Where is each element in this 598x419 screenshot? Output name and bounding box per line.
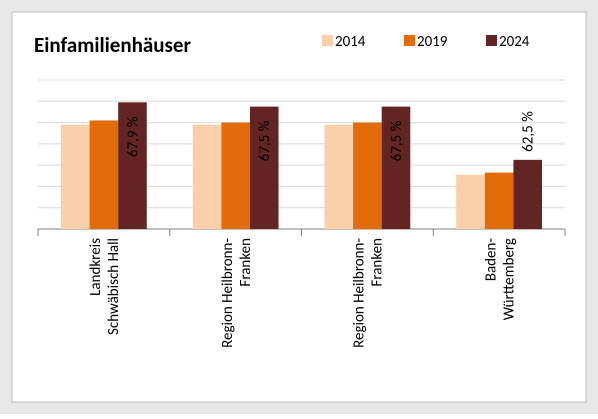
data-label: 67,5 % <box>388 120 406 161</box>
bar <box>118 102 147 229</box>
bar <box>456 174 485 229</box>
bar <box>381 106 411 229</box>
bar <box>89 120 119 229</box>
bar <box>513 159 543 229</box>
legend-swatch <box>322 35 333 46</box>
legend-label: 2019 <box>417 33 448 51</box>
chart-title: Einfamilienhäuser <box>34 32 191 58</box>
legend-label: 2014 <box>335 33 366 51</box>
x-tick-label: Region Heilbronn-Franken <box>219 238 255 348</box>
legend-label: 2024 <box>499 33 530 51</box>
bar <box>249 106 279 229</box>
legend-swatch <box>404 35 415 46</box>
bar <box>484 172 514 229</box>
x-tick-label: LandkreisSchwäbisch Hall <box>87 238 123 335</box>
data-label: 67,5 % <box>256 120 274 161</box>
bar <box>192 124 222 229</box>
x-tick-label: Baden-Württemberg <box>482 238 518 321</box>
data-label: 62,5 % <box>520 111 538 152</box>
bar <box>60 124 90 229</box>
bar <box>324 124 354 229</box>
bar <box>221 122 250 229</box>
x-tick-label: Region Heilbronn-Franken <box>351 238 387 348</box>
legend-swatch <box>486 35 497 46</box>
data-label: 67,9 % <box>124 116 142 157</box>
bar <box>353 122 382 229</box>
